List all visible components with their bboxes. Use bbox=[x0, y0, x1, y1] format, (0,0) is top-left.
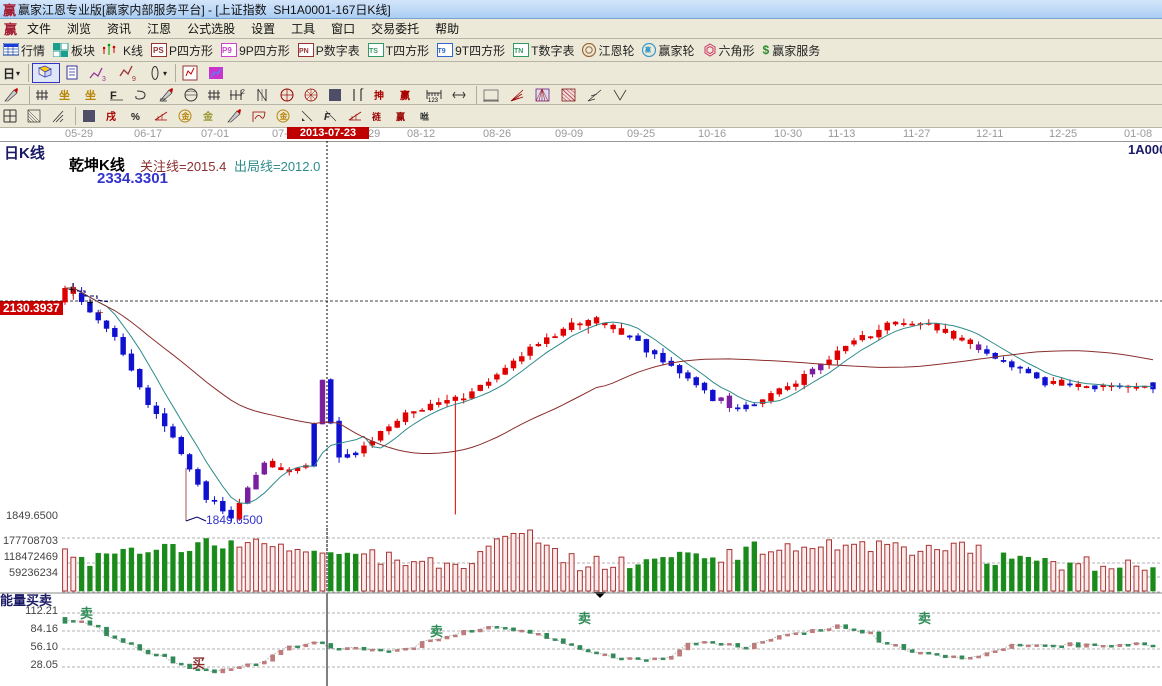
svg-text:金: 金 bbox=[181, 111, 191, 121]
svg-text:卖: 卖 bbox=[430, 624, 443, 639]
svg-text:咝: 咝 bbox=[420, 111, 429, 122]
svg-text:抻: 抻 bbox=[374, 89, 384, 102]
svg-text:金: 金 bbox=[202, 110, 214, 123]
svg-text:赢: 赢 bbox=[396, 111, 405, 122]
svg-text:金: 金 bbox=[279, 111, 289, 121]
svg-text:戌: 戌 bbox=[106, 110, 116, 123]
svg-text:": " bbox=[361, 88, 364, 95]
svg-text:坐: 坐 bbox=[85, 88, 96, 102]
svg-text:买: 买 bbox=[192, 656, 205, 671]
svg-text:坐: 坐 bbox=[59, 88, 70, 102]
svg-text:赢: 赢 bbox=[645, 46, 651, 54]
svg-text:PN: PN bbox=[299, 48, 309, 55]
svg-text:2: 2 bbox=[241, 89, 245, 96]
svg-text:9: 9 bbox=[132, 76, 136, 81]
svg-text:T9: T9 bbox=[438, 48, 446, 55]
svg-text:赢: 赢 bbox=[400, 89, 410, 102]
svg-text:+: + bbox=[97, 307, 103, 319]
svg-text:PS: PS bbox=[153, 46, 164, 55]
svg-text:TS: TS bbox=[369, 48, 378, 55]
svg-text:卖: 卖 bbox=[80, 606, 93, 621]
svg-text:P9: P9 bbox=[222, 46, 232, 55]
svg-text:卖: 卖 bbox=[578, 611, 591, 626]
svg-text:裢: 裢 bbox=[372, 111, 381, 122]
svg-text:+: + bbox=[87, 297, 93, 309]
svg-text:卖: 卖 bbox=[918, 611, 931, 626]
svg-text:F: F bbox=[324, 112, 331, 123]
svg-text:TN: TN bbox=[514, 48, 523, 55]
svg-text:123: 123 bbox=[428, 98, 439, 102]
svg-text:3: 3 bbox=[102, 76, 106, 81]
svg-text:+: + bbox=[68, 284, 74, 296]
svg-text:%: % bbox=[131, 112, 140, 123]
